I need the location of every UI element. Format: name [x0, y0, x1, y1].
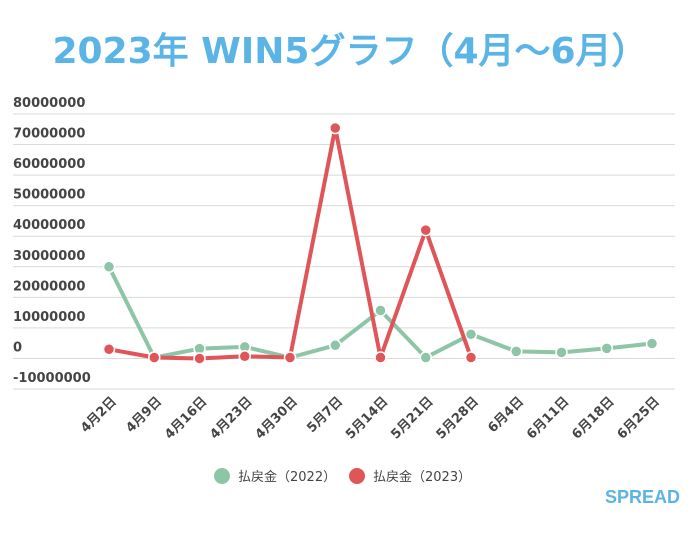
- data-point: [329, 121, 342, 135]
- data-point: [102, 260, 116, 274]
- data-point: [102, 343, 116, 356]
- legend-marker: [349, 468, 365, 484]
- y-tick-label: 0: [13, 340, 22, 355]
- x-tick-label: 6月25日: [615, 394, 663, 442]
- data-point: [374, 304, 387, 317]
- x-tick-label: 6月4日: [485, 394, 527, 436]
- data-point: [329, 339, 342, 352]
- y-tick-label: 10000000: [13, 310, 85, 325]
- legend-marker: [214, 468, 230, 484]
- x-tick-label: 4月16日: [162, 394, 210, 442]
- y-tick-label: 50000000: [13, 188, 85, 203]
- y-tick-label: 80000000: [13, 96, 85, 111]
- x-tick-label: 4月2日: [78, 394, 120, 436]
- data-point: [464, 351, 478, 364]
- data-point: [193, 352, 206, 365]
- x-tick-label: 4月23日: [207, 394, 255, 442]
- x-tick-label: 5月7日: [304, 394, 346, 436]
- y-tick-label: -10000000: [13, 371, 91, 386]
- data-point: [419, 223, 432, 237]
- data-point: [645, 337, 659, 350]
- data-point: [510, 345, 523, 358]
- x-tick-label: 6月11日: [524, 394, 572, 442]
- data-point: [464, 328, 478, 341]
- y-tick-label: 60000000: [13, 157, 85, 172]
- x-tick-label: 4月9日: [123, 394, 165, 436]
- x-tick-label: 4月30日: [253, 394, 301, 442]
- x-tick-label: 6月18日: [569, 394, 617, 442]
- x-tick-label: 5月14日: [343, 394, 391, 442]
- data-point: [419, 351, 432, 364]
- y-tick-label: 30000000: [13, 249, 85, 264]
- chart-title: 2023年 WIN5グラフ（4月～6月）: [52, 31, 648, 72]
- y-tick-label: 70000000: [13, 127, 85, 142]
- series-line-2: [108, 126, 473, 361]
- data-point: [555, 346, 568, 359]
- x-tick-label: 5月28日: [434, 394, 482, 442]
- legend-label: 払戻金（2023）: [373, 469, 471, 485]
- data-point: [600, 342, 613, 355]
- legend-label: 払戻金（2022）: [238, 469, 336, 485]
- y-tick-label: 40000000: [13, 218, 85, 233]
- data-point: [148, 351, 161, 364]
- y-tick-label: 20000000: [13, 279, 85, 294]
- x-tick-label: 5月21日: [388, 394, 436, 442]
- brand-logo: SPREAD: [604, 487, 680, 507]
- data-point: [374, 351, 387, 364]
- data-point: [238, 350, 251, 363]
- data-point: [283, 351, 297, 364]
